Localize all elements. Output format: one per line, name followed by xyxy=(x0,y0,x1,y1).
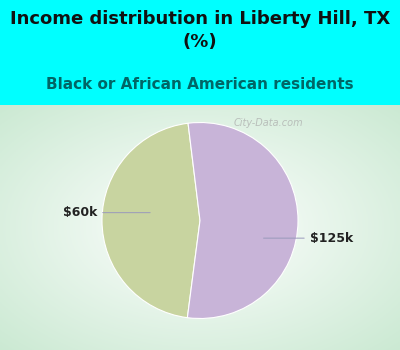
Text: $60k: $60k xyxy=(63,206,150,219)
Text: Black or African American residents: Black or African American residents xyxy=(46,77,354,92)
Text: Income distribution in Liberty Hill, TX
(%): Income distribution in Liberty Hill, TX … xyxy=(10,10,390,51)
Wedge shape xyxy=(187,122,298,318)
Text: City-Data.com: City-Data.com xyxy=(233,118,303,128)
Wedge shape xyxy=(102,123,200,318)
Text: $125k: $125k xyxy=(264,232,353,245)
